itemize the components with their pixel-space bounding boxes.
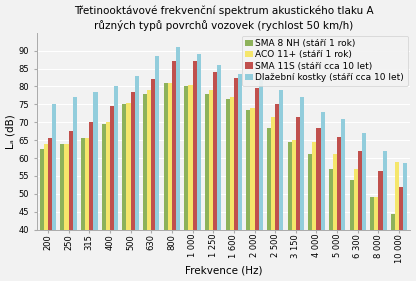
Bar — [48, 138, 52, 281]
Bar — [184, 87, 188, 281]
Bar — [131, 92, 135, 281]
Bar — [267, 128, 271, 281]
Bar — [391, 214, 395, 281]
Bar — [168, 83, 172, 281]
Bar — [106, 122, 110, 281]
Bar — [52, 104, 56, 281]
Bar — [329, 169, 333, 281]
Bar — [271, 117, 275, 281]
Bar — [135, 76, 139, 281]
Bar — [321, 112, 325, 281]
Bar — [374, 198, 379, 281]
Bar — [312, 142, 317, 281]
Bar — [234, 78, 238, 281]
Bar — [259, 78, 263, 281]
Bar — [85, 138, 89, 281]
Bar — [163, 83, 168, 281]
Bar — [188, 85, 193, 281]
Bar — [399, 187, 403, 281]
Bar — [246, 110, 250, 281]
Bar — [44, 144, 48, 281]
Bar — [143, 94, 147, 281]
Bar — [209, 90, 213, 281]
Bar — [94, 92, 97, 281]
Bar — [379, 171, 383, 281]
Bar — [296, 117, 300, 281]
Bar — [255, 88, 259, 281]
Bar — [102, 124, 106, 281]
Bar — [217, 65, 221, 281]
Bar — [403, 164, 407, 281]
Bar — [370, 198, 374, 281]
Bar — [126, 103, 131, 281]
Bar — [197, 54, 201, 281]
Bar — [333, 155, 337, 281]
Bar — [225, 99, 230, 281]
X-axis label: Frekvence (Hz): Frekvence (Hz) — [185, 266, 262, 275]
Bar — [275, 104, 279, 281]
Bar — [238, 74, 242, 281]
Bar — [193, 62, 197, 281]
Bar — [81, 138, 85, 281]
Bar — [151, 79, 155, 281]
Bar — [300, 97, 304, 281]
Bar — [60, 144, 64, 281]
Bar — [114, 87, 118, 281]
Bar — [205, 94, 209, 281]
Bar — [337, 137, 341, 281]
Bar — [230, 97, 234, 281]
Bar — [383, 151, 387, 281]
Bar — [308, 155, 312, 281]
Bar — [110, 106, 114, 281]
Bar — [317, 128, 321, 281]
Bar — [40, 149, 44, 281]
Bar — [176, 47, 180, 281]
Bar — [69, 131, 73, 281]
Bar — [287, 142, 292, 281]
Bar — [73, 97, 77, 281]
Bar — [64, 144, 69, 281]
Y-axis label: Lₐ (dB): Lₐ (dB) — [5, 114, 15, 149]
Bar — [250, 108, 255, 281]
Bar — [341, 119, 345, 281]
Bar — [279, 90, 283, 281]
Bar — [358, 151, 362, 281]
Bar — [89, 122, 94, 281]
Bar — [122, 104, 126, 281]
Bar — [147, 90, 151, 281]
Bar — [155, 56, 159, 281]
Bar — [213, 72, 217, 281]
Bar — [172, 62, 176, 281]
Bar — [362, 133, 366, 281]
Legend: SMA 8 NH (stáří 1 rok), ACO 11+ (stáří 1 rok), SMA 11S (stáří cca 10 let), Dlaže: SMA 8 NH (stáří 1 rok), ACO 11+ (stáří 1… — [242, 35, 408, 85]
Bar — [349, 180, 354, 281]
Bar — [292, 140, 296, 281]
Title: Třetinooktávové frekvenční spektrum akustického tlaku A
různých typů povrchů voz: Třetinooktávové frekvenční spektrum akus… — [74, 6, 373, 31]
Bar — [395, 162, 399, 281]
Bar — [354, 169, 358, 281]
